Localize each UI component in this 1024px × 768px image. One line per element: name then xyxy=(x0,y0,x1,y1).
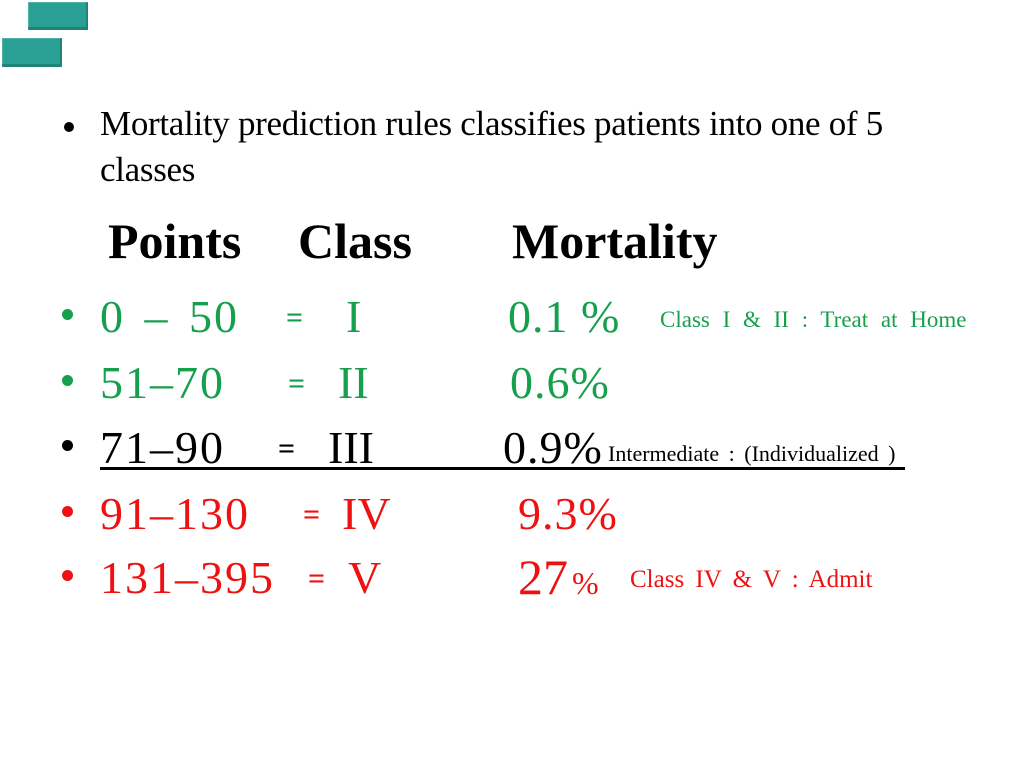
row-note: Intermediate : (Individualized ) xyxy=(608,441,896,466)
equals-sign: = xyxy=(288,367,306,400)
equals-sign: = xyxy=(303,498,321,531)
teal-rectangle-top xyxy=(28,2,88,30)
row-underline xyxy=(100,467,905,470)
bullet-dot xyxy=(62,440,73,451)
intro-text-line2: classes xyxy=(100,150,196,189)
equals-sign: = xyxy=(278,432,296,465)
class-numeral: III xyxy=(328,422,374,473)
header-points: Points xyxy=(108,213,242,269)
header-mortality: Mortality xyxy=(512,213,718,269)
header-class: Class xyxy=(298,213,412,269)
table-row: 51–70 = II 0.6% xyxy=(0,356,1024,410)
table-row: 0 – 50 = I 0.1 % Class I & II : Treat at… xyxy=(0,290,1024,344)
mortality-value: 0.6% xyxy=(510,357,610,408)
teal-rectangle-left xyxy=(2,38,62,67)
class-numeral: II xyxy=(338,357,369,408)
class-numeral: V xyxy=(348,552,382,603)
points-range: 71–90 xyxy=(100,422,225,473)
equals-sign: = xyxy=(308,562,326,595)
class-numeral: I xyxy=(346,291,362,342)
table-row: 91–130 = IV 9.3% xyxy=(0,487,1024,541)
intro-text-line1: Mortality prediction rules classifies pa… xyxy=(100,104,883,143)
mortality-value: 0.1 % xyxy=(508,291,621,342)
points-range: 131–395 xyxy=(100,552,275,603)
table-row: 131–395 = V 27 % Class IV & V : Admit xyxy=(0,549,1024,605)
table-row: 71–90 = III 0.9% Intermediate : (Individ… xyxy=(0,421,1024,475)
bullet-dot xyxy=(64,122,74,132)
bullet-dot xyxy=(62,309,73,320)
bullet-dot xyxy=(62,570,73,581)
bullet-dot xyxy=(62,375,73,386)
mortality-value: 0.9% xyxy=(503,422,603,473)
bullet-dot xyxy=(62,506,73,517)
points-range: 91–130 xyxy=(100,488,250,539)
points-range: 51–70 xyxy=(100,357,225,408)
equals-sign: = xyxy=(286,301,304,334)
mortality-value: 27 xyxy=(518,549,568,605)
mortality-percent-sign: % xyxy=(572,565,599,601)
class-numeral: IV xyxy=(342,488,391,539)
mortality-value: 9.3% xyxy=(518,488,618,539)
row-note: Class I & II : Treat at Home xyxy=(660,307,967,332)
row-note: Class IV & V : Admit xyxy=(630,566,873,593)
points-range: 0 – 50 xyxy=(100,291,239,342)
